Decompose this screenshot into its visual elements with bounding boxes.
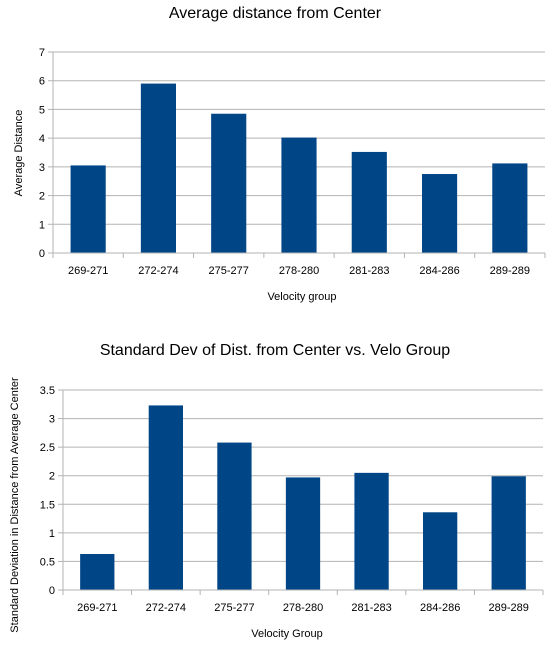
- standard-deviation-chart: Standard Dev of Dist. from Center vs. Ve…: [9, 342, 544, 640]
- chart-title: Average distance from Center: [169, 5, 382, 22]
- x-tick-label: 275-277: [214, 602, 254, 614]
- bar-278-280: [281, 137, 317, 253]
- bar-281-283: [351, 151, 387, 253]
- bar-284-286: [423, 512, 458, 590]
- x-axis-label: Velocity group: [267, 291, 336, 303]
- x-tick-label: 269-271: [77, 602, 117, 614]
- y-tick-label: 1.5: [40, 499, 55, 511]
- x-tick-label: 272-274: [138, 265, 178, 277]
- bar-289-289: [492, 163, 528, 253]
- chart-title: Standard Dev of Dist. from Center vs. Ve…: [100, 342, 450, 359]
- y-tick-label: 7: [39, 47, 45, 59]
- x-tick-label: 278-280: [283, 602, 323, 614]
- bar-278-280: [285, 477, 321, 590]
- x-tick-label: 272-274: [146, 602, 186, 614]
- x-tick-label: 289-289: [489, 602, 529, 614]
- bar-272-274: [140, 83, 176, 253]
- x-tick-label: 289-289: [490, 265, 530, 277]
- x-axis-label: Velocity Group: [251, 628, 323, 640]
- y-tick-label: 1: [39, 219, 45, 231]
- bar-284-286: [422, 174, 458, 253]
- x-tick-label: 275-277: [209, 265, 249, 277]
- x-tick-label: 281-283: [349, 265, 389, 277]
- y-tick-label: 2: [49, 471, 55, 483]
- y-tick-label: 2: [39, 191, 45, 203]
- bar-272-274: [148, 405, 183, 590]
- y-tick-label: 0: [49, 585, 55, 597]
- x-tick-label: 278-280: [279, 265, 319, 277]
- bar-289-289: [491, 476, 526, 590]
- x-tick-label: 284-286: [420, 602, 460, 614]
- y-axis-label: Average Distance: [13, 110, 25, 197]
- y-axis-label: Standard Deviation in Distance from Aver…: [9, 377, 21, 633]
- x-tick-label: 269-271: [68, 265, 108, 277]
- y-tick-label: 4: [39, 133, 45, 145]
- y-tick-label: 2.5: [40, 442, 55, 454]
- x-tick-label: 284-286: [419, 265, 459, 277]
- y-tick-label: 3: [39, 162, 45, 174]
- y-tick-label: 0: [39, 248, 45, 260]
- bar-281-283: [354, 472, 389, 590]
- y-tick-label: 1: [49, 528, 55, 540]
- plot-area: 0 0.5 1 1.5 2 2.5 3 3.5 269-271 272-274 275-277 278…: [40, 385, 544, 614]
- bar-275-277: [211, 113, 247, 253]
- y-tick-label: 3.5: [40, 385, 55, 397]
- bar-275-277: [217, 442, 252, 590]
- y-tick-label: 5: [39, 104, 45, 116]
- y-tick-label: 6: [39, 76, 45, 88]
- y-tick-label: 0.5: [40, 556, 55, 568]
- bar-269-271: [80, 554, 115, 590]
- average-distance-chart: Average distance from Center Average Dis…: [13, 5, 546, 303]
- x-tick-label: 281-283: [351, 602, 391, 614]
- plot-area: 0 1 2 3 4 5 6 7 269-271 272-274 275-277 278-280 281-…: [39, 47, 546, 277]
- bar-269-271: [70, 165, 106, 253]
- y-tick-label: 3: [49, 414, 55, 426]
